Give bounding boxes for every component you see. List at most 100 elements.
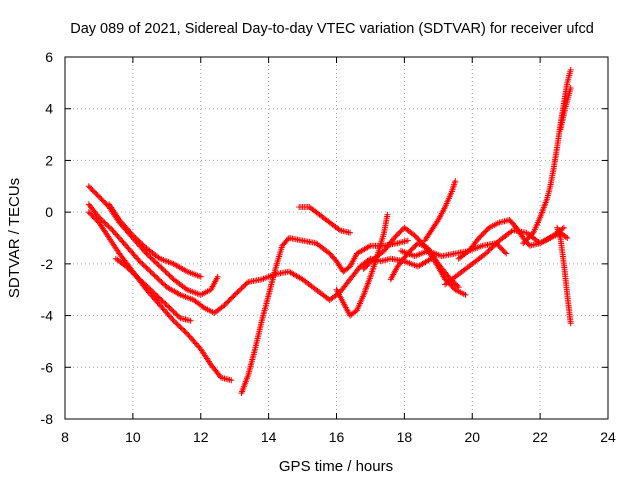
data-point-trace <box>132 272 139 279</box>
data-point-trace <box>173 311 180 318</box>
data-point-trace <box>92 215 99 222</box>
data-point-trace <box>489 244 496 251</box>
y-tick-label: -2 <box>41 256 54 272</box>
y-tick-label: 6 <box>45 49 53 65</box>
x-tick-label: 12 <box>193 429 209 445</box>
data-point-trace <box>493 240 500 247</box>
data-point-trace <box>127 267 134 274</box>
data-point-trace <box>144 266 151 272</box>
data-point-trace <box>143 264 150 271</box>
data-point-trace <box>237 286 244 293</box>
data-point-trace <box>87 184 93 191</box>
data-point-trace <box>484 249 491 256</box>
data-point-trace <box>138 240 144 247</box>
data-point-trace <box>395 231 401 238</box>
data-point <box>197 273 204 280</box>
data-point-trace <box>163 269 170 276</box>
data-point-trace <box>162 268 169 275</box>
series-arc-17 <box>554 224 574 327</box>
data-point-trace <box>124 264 131 271</box>
chart-title: Day 089 of 2021, Sidereal Day-to-day VTE… <box>70 21 594 37</box>
data-point-trace <box>181 328 188 335</box>
series-arc-14 <box>442 224 567 288</box>
x-tick-label: 14 <box>261 429 277 445</box>
data-point-trace <box>411 244 418 251</box>
axis-ticks <box>64 56 609 420</box>
data-point-trace <box>135 275 142 282</box>
data-point-trace <box>169 316 176 323</box>
series-arc-4 <box>85 209 235 384</box>
y-tick-label: -6 <box>41 359 54 375</box>
data-point-trace <box>165 271 172 278</box>
data-point-trace <box>485 247 492 254</box>
data-point-trace <box>477 233 484 240</box>
data-point-trace <box>562 234 569 240</box>
data-point-trace <box>133 273 140 280</box>
data-point <box>560 224 567 231</box>
series-arc-7 <box>296 204 354 236</box>
data-point-trace <box>173 320 180 327</box>
data-point-trace <box>147 268 154 275</box>
data-point <box>476 235 482 241</box>
data-point-trace <box>138 259 144 266</box>
data-point-trace <box>146 253 153 260</box>
data-point <box>384 211 391 218</box>
y-tick-labels: -8 -6 -4 -2 0 2 4 6 <box>41 49 54 427</box>
data-point <box>129 232 136 239</box>
data-point-trace <box>151 290 158 297</box>
data-point-trace <box>158 264 165 271</box>
data-point-trace <box>454 282 461 289</box>
data-point-trace <box>138 277 144 284</box>
data-point-trace <box>146 285 153 292</box>
data-point-trace <box>176 313 182 320</box>
data-point-trace <box>526 233 533 240</box>
data-point-trace <box>97 215 104 222</box>
data-point-trace <box>155 276 162 283</box>
x-tick-label: 24 <box>600 429 616 445</box>
data-point-trace <box>98 216 105 223</box>
data-point-trace <box>182 329 189 336</box>
data-point-trace <box>153 259 159 266</box>
data-point-trace <box>238 285 245 292</box>
data-point-trace <box>167 306 174 313</box>
data-point-trace <box>284 236 291 243</box>
data-point-trace <box>239 284 246 291</box>
data-point-trace <box>453 281 460 288</box>
data-point <box>404 237 411 244</box>
data-point-trace <box>146 267 153 274</box>
data-point-trace <box>100 218 106 225</box>
data-point-trace <box>153 291 159 298</box>
data-point-trace <box>199 303 206 310</box>
x-tick-label: 20 <box>464 429 480 445</box>
data-point-trace <box>129 269 136 276</box>
data-point-trace <box>150 257 157 263</box>
series-arc-8 <box>333 211 391 319</box>
series-arc-16 <box>557 85 574 133</box>
data-point-trace <box>143 282 150 289</box>
data-point <box>482 250 489 257</box>
data-point-trace <box>136 238 143 245</box>
data-point <box>95 193 102 200</box>
series-arc-1 <box>85 183 221 298</box>
data-point <box>567 320 574 327</box>
data-point-trace <box>135 237 142 244</box>
data-point-trace <box>101 198 107 205</box>
data-point-trace <box>161 281 168 288</box>
data-point-trace <box>235 288 242 294</box>
data-point-trace <box>367 259 373 266</box>
y-tick-label: -4 <box>41 308 54 324</box>
data-point <box>347 229 354 236</box>
series-arc-3 <box>106 201 204 280</box>
data-point-trace <box>132 235 139 241</box>
data-point-trace <box>154 275 161 282</box>
data-point-trace <box>169 307 176 314</box>
data-point <box>503 250 510 257</box>
data-point <box>231 291 238 298</box>
data-point <box>150 271 157 278</box>
grid-lines <box>65 57 608 419</box>
data-point-trace <box>174 321 181 328</box>
data-point-trace <box>161 299 168 306</box>
data-point-trace <box>166 304 173 311</box>
data-point-trace <box>365 260 372 267</box>
